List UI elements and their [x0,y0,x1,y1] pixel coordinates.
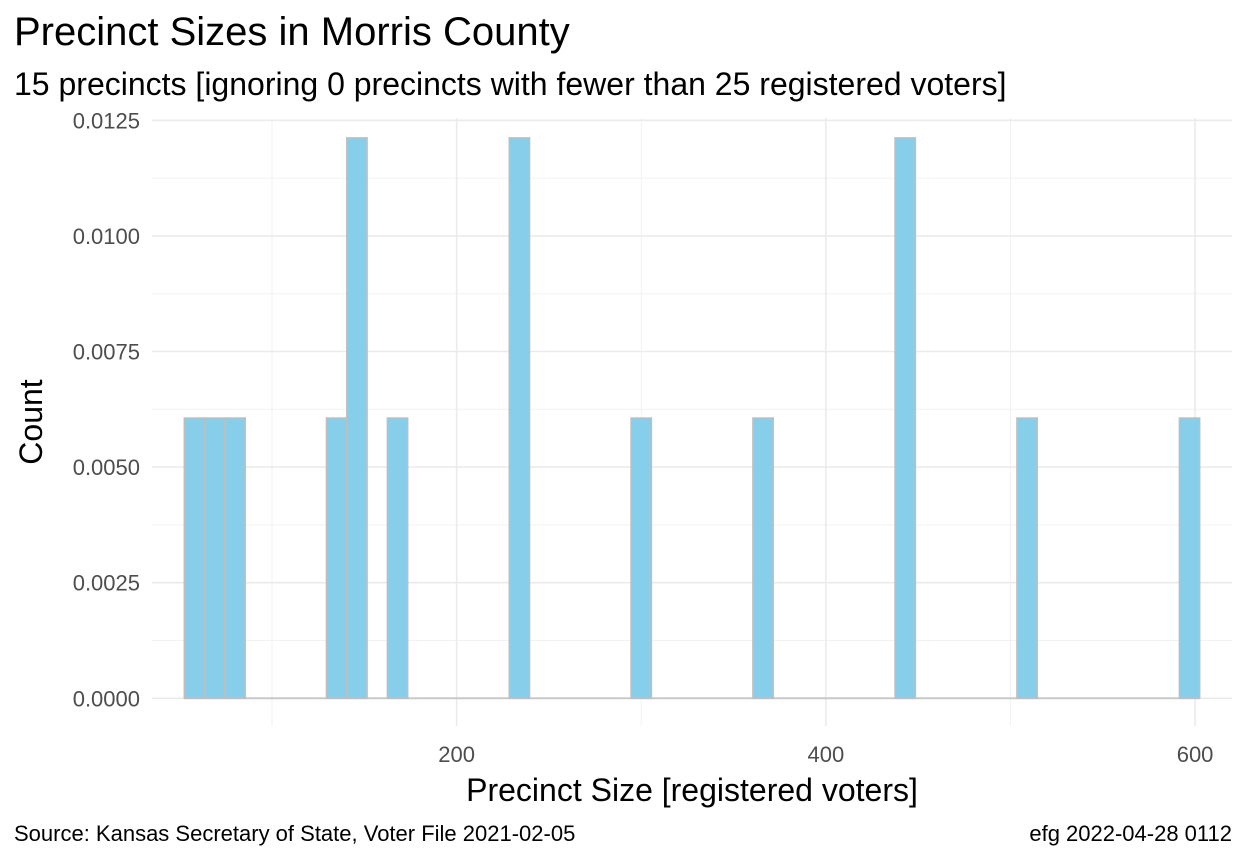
x-tick-label: 400 [807,742,844,767]
chart-title: Precinct Sizes in Morris County [14,10,570,54]
y-tick-label: 0.0075 [73,339,140,364]
y-tick-label: 0.0050 [73,455,140,480]
histogram-bar [325,417,348,700]
source-caption: Source: Kansas Secretary of State, Voter… [14,821,576,846]
y-tick-label: 0.0025 [73,571,140,596]
chart-subtitle: 15 precincts [ignoring 0 precincts with … [14,66,1007,102]
x-tick-label: 200 [438,742,475,767]
histogram-bar [224,417,246,700]
histogram-bar [346,137,368,700]
y-tick-label: 0.0000 [73,686,140,711]
axis-ticks: 0.0000 0.0025 0.0050 0.0075 0.0100 0.0125 200 4… [73,108,1214,767]
histogram-bar [386,417,409,700]
y-axis-title: Count [13,379,49,465]
histogram-bars [183,137,1201,700]
x-tick-label: 600 [1177,742,1214,767]
histogram-bar [508,137,531,700]
y-tick-label: 0.0125 [73,108,140,133]
grid-lines [152,118,1232,726]
credit-caption: efg 2022-04-28 0112 [1029,821,1232,846]
histogram-bar [752,417,774,700]
histogram-bar [894,137,917,700]
x-axis-title: Precinct Size [registered voters] [466,772,918,808]
histogram-bar [630,417,653,700]
histogram-bar [203,417,226,700]
histogram-bar [1016,417,1038,700]
histogram-bar [1178,417,1201,700]
histogram-bar [183,417,206,700]
y-tick-label: 0.0100 [73,224,140,249]
